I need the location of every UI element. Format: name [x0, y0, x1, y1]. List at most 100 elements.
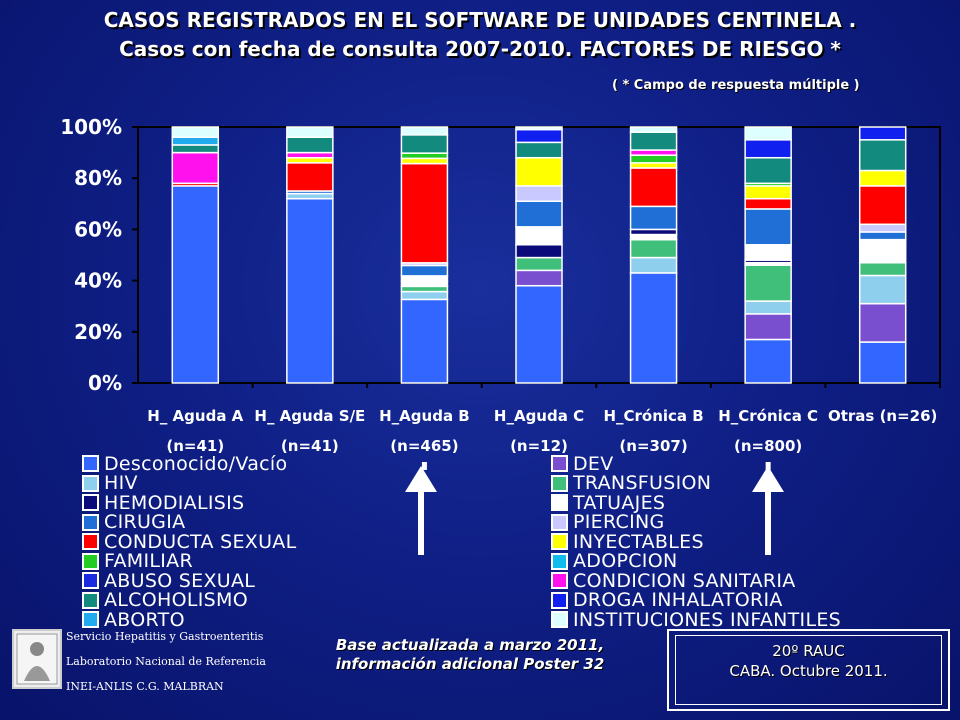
bar-segment — [515, 256, 563, 272]
base-note-line1: Base actualizada a marzo 2011, — [335, 636, 605, 654]
legend-item: HIV — [82, 472, 138, 494]
bar-segment — [858, 238, 907, 246]
bar-segment — [286, 126, 334, 138]
legend-label: ABORTO — [104, 608, 185, 631]
bar-segment — [744, 313, 792, 341]
legend-item: HEMODIALISIS — [82, 491, 245, 514]
y-tick-label: 20% — [74, 320, 122, 344]
bar-segment — [744, 126, 792, 141]
arrow-up-icon — [405, 466, 437, 555]
legend-label: ALCOHOLISMO — [104, 589, 248, 611]
n-label: (n=800) — [734, 437, 802, 455]
legend-swatch — [82, 552, 99, 570]
bar-segment — [629, 126, 678, 133]
legend-item: ABUSO SEXUAL — [82, 569, 256, 592]
bar-segment — [629, 238, 678, 259]
arrow-up-icon — [752, 466, 784, 555]
bar-segment — [629, 167, 678, 208]
chart-title-line2: Casos con fecha de consulta 2007-2010. F… — [119, 37, 841, 61]
legend-label: INYECTABLES — [573, 530, 704, 553]
rauc-box: 20º RAUC CABA. Octubre 2011. — [667, 629, 950, 711]
bar-segment — [744, 300, 792, 315]
x-tick-label: H_Aguda B — [379, 407, 470, 425]
bar-segment — [858, 139, 907, 172]
bar-segment — [400, 290, 449, 301]
base-update-note: Base actualizada a marzo 2011, informaci… — [320, 636, 620, 674]
bar-segment — [400, 126, 449, 136]
legend-item: TRANSFUSION — [551, 472, 712, 494]
bar-segment — [400, 298, 449, 384]
bar-segment — [286, 162, 334, 192]
bar-segment — [400, 162, 449, 264]
legend-item: DROGA INHALATORIA — [551, 589, 783, 611]
x-tick-label: H_Aguda C — [494, 407, 584, 425]
legend-label: TRANSFUSION — [573, 472, 712, 494]
legend-label: CONDICION SANITARIA — [573, 569, 796, 592]
legend-label: CONDUCTA SEXUAL — [104, 530, 297, 553]
n-label: (n=12) — [510, 437, 568, 455]
y-tick-label: 100% — [60, 115, 122, 139]
y-tick-label: 80% — [74, 166, 122, 190]
legend-label: DEV — [573, 452, 614, 475]
legend-swatch — [551, 494, 568, 511]
rauc-line2: CABA. Octubre 2011. — [729, 662, 888, 680]
y-tick-label: 60% — [74, 217, 122, 241]
bar-segment — [858, 185, 907, 226]
bar-segment — [171, 126, 220, 138]
legend-item: PIERCING — [551, 511, 665, 533]
bar-segment — [171, 185, 220, 384]
legend-label: Desconocido/Vacío — [104, 452, 288, 475]
n-label: (n=307) — [619, 437, 687, 455]
bar-segment — [629, 162, 678, 169]
bar-segment — [629, 228, 678, 236]
multiple-response-note: ( * Campo de respuesta múltiple ) — [612, 78, 860, 93]
bar-segment — [171, 136, 220, 146]
legend-item: ADOPCION — [551, 550, 678, 572]
legend-swatch — [82, 533, 99, 550]
bar-segment — [515, 244, 563, 259]
chart-title-line1: CASOS REGISTRADOS EN EL SOFTWARE DE UNID… — [103, 8, 857, 32]
legend-label: HEMODIALISIS — [104, 491, 245, 514]
legend-swatch — [82, 611, 99, 628]
bar-segment — [744, 197, 792, 210]
bar-segment — [515, 126, 563, 131]
base-note-line2: información adicional Poster 32 — [335, 655, 605, 673]
legend-label: TATUAJES — [573, 491, 666, 514]
legend-swatch — [82, 513, 99, 531]
institution-logo — [12, 629, 62, 689]
legend-swatch — [551, 572, 568, 589]
bar-segment — [858, 261, 907, 277]
bar-segment — [629, 154, 678, 164]
bar-segment — [744, 244, 792, 261]
legend-swatch — [551, 591, 568, 609]
legend-item: Desconocido/Vacío — [82, 452, 288, 475]
bar-segment — [400, 285, 449, 293]
bar-segment — [515, 226, 563, 246]
legend-label: CIRUGIA — [104, 511, 186, 533]
legend-item: INSTITUCIONES INFANTILES — [551, 609, 841, 631]
bar-segment — [171, 151, 220, 185]
bar-segment — [400, 157, 449, 165]
rauc-inner-frame — [675, 635, 942, 705]
legend-swatch — [551, 533, 568, 550]
bar-segment — [744, 338, 792, 384]
legend-swatch — [82, 591, 99, 609]
institution-line1: Servicio Hepatitis y Gastroenteritis — [66, 630, 264, 643]
bar-segment — [400, 280, 449, 288]
bar-segment — [400, 134, 449, 154]
legend-label: FAMILIAR — [104, 550, 193, 572]
legend-label: ADOPCION — [573, 550, 678, 572]
legend-label: ABUSO SEXUAL — [104, 569, 256, 592]
n-label: (n=41) — [166, 437, 224, 455]
legend-item: FAMILIAR — [82, 550, 193, 572]
bar-segment — [858, 169, 907, 187]
legend-label: HIV — [104, 472, 138, 494]
bar-segment — [858, 231, 907, 241]
bar-segment — [629, 233, 678, 241]
legend-swatch — [551, 513, 568, 531]
bar-segment — [400, 264, 449, 277]
bar-segment — [286, 156, 334, 164]
legend-swatch — [551, 455, 568, 472]
bar-segment — [629, 256, 678, 274]
bar-segment — [744, 156, 792, 185]
